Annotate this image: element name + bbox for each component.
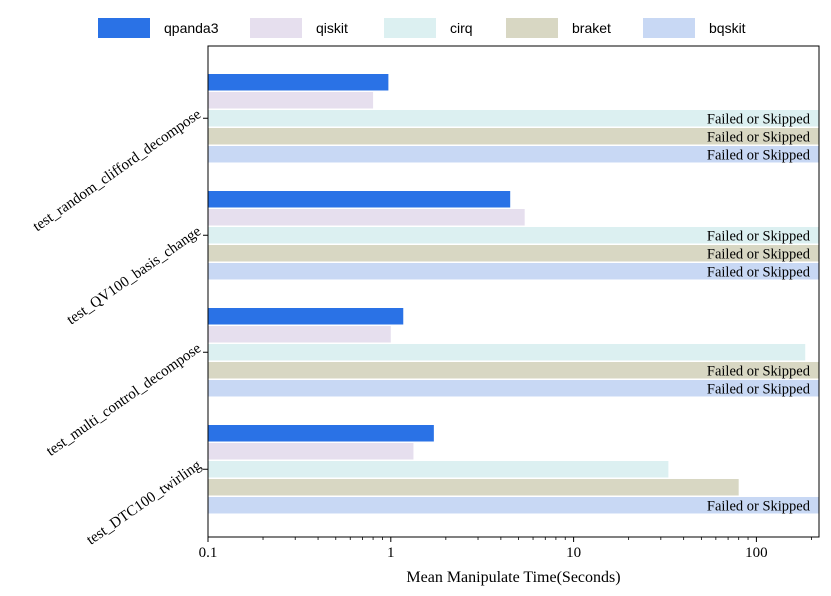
failed-label-cirq-test-random-clifford-decompose: Failed or Skipped xyxy=(707,112,811,128)
x-tick-label: 10 xyxy=(566,545,581,561)
failed-label-bqskit-test-random-clifford-decompose: Failed or Skipped xyxy=(707,148,811,164)
bar-qiskit-test-random-clifford-decompose xyxy=(208,92,374,109)
bar-qpanda3-test-dtc100-twirling xyxy=(208,425,434,442)
bar-qiskit-test-dtc100-twirling xyxy=(208,443,414,460)
failed-label-braket-test-multi-control-decompose: Failed or Skipped xyxy=(707,364,811,380)
bars xyxy=(208,74,819,514)
failed-label-cirq-test-qv100-basis-change: Failed or Skipped xyxy=(707,229,811,245)
x-axis: 0.1 1 10 100 xyxy=(199,537,812,561)
legend-swatch-bqskit xyxy=(643,18,695,38)
bar-qpanda3-test-multi-control-decompose xyxy=(208,308,404,325)
failed-label-bqskit-test-multi-control-decompose: Failed or Skipped xyxy=(707,382,811,398)
failed-labels: Failed or Skipped Failed or Skipped Failed… xyxy=(707,112,811,515)
legend: qpanda3 qiskit cirq braket bqskit xyxy=(98,18,746,38)
legend-swatch-qpanda3 xyxy=(98,18,150,38)
bar-bqskit-test-random-clifford-decompose xyxy=(208,146,819,163)
bar-qpanda3-test-random-clifford-decompose xyxy=(208,74,389,91)
legend-label-bqskit: bqskit xyxy=(709,20,746,36)
bar-braket-test-multi-control-decompose xyxy=(208,362,819,379)
x-tick-label: 100 xyxy=(745,545,768,561)
category-label-test-qv100-basis-change: test_QV100_basis_change xyxy=(64,223,204,328)
bar-cirq-test-random-clifford-decompose xyxy=(208,110,819,127)
bar-bqskit-test-dtc100-twirling xyxy=(208,497,819,514)
legend-label-qpanda3: qpanda3 xyxy=(164,20,219,36)
bar-cirq-test-multi-control-decompose xyxy=(208,344,806,361)
bar-cirq-test-qv100-basis-change xyxy=(208,227,819,244)
bar-braket-test-random-clifford-decompose xyxy=(208,128,819,145)
failed-label-bqskit-test-qv100-basis-change: Failed or Skipped xyxy=(707,265,811,281)
x-tick-label: 0.1 xyxy=(199,545,218,561)
x-tick-label: 1 xyxy=(387,545,395,561)
legend-swatch-cirq xyxy=(384,18,436,38)
bar-braket-test-dtc100-twirling xyxy=(208,479,739,496)
category-label-test-dtc100-twirling: test_DTC100_twirling xyxy=(84,457,205,548)
failed-label-braket-test-random-clifford-decompose: Failed or Skipped xyxy=(707,130,811,146)
legend-swatch-braket xyxy=(506,18,558,38)
bar-braket-test-qv100-basis-change xyxy=(208,245,819,262)
plot-frame xyxy=(207,45,820,538)
bar-qpanda3-test-qv100-basis-change xyxy=(208,191,511,208)
failed-label-bqskit-test-dtc100-twirling: Failed or Skipped xyxy=(707,499,811,515)
legend-swatch-qiskit xyxy=(250,18,302,38)
legend-label-cirq: cirq xyxy=(450,20,473,36)
legend-label-qiskit: qiskit xyxy=(316,20,348,36)
bar-bqskit-test-qv100-basis-change xyxy=(208,263,819,280)
failed-label-braket-test-qv100-basis-change: Failed or Skipped xyxy=(707,247,811,263)
x-axis-title: Mean Manipulate Time(Seconds) xyxy=(406,569,620,586)
bar-cirq-test-dtc100-twirling xyxy=(208,461,669,478)
legend-label-braket: braket xyxy=(572,20,611,36)
bar-qiskit-test-qv100-basis-change xyxy=(208,209,525,226)
category-label-test-multi-control-decompose: test_multi_control_decompose xyxy=(44,340,205,459)
bar-bqskit-test-multi-control-decompose xyxy=(208,380,819,397)
category-label-test-random-clifford-decompose: test_random_clifford_decompose xyxy=(30,106,204,235)
bar-qiskit-test-multi-control-decompose xyxy=(208,326,391,343)
y-axis: test_random_clifford_decomposetest_QV100… xyxy=(30,106,208,548)
